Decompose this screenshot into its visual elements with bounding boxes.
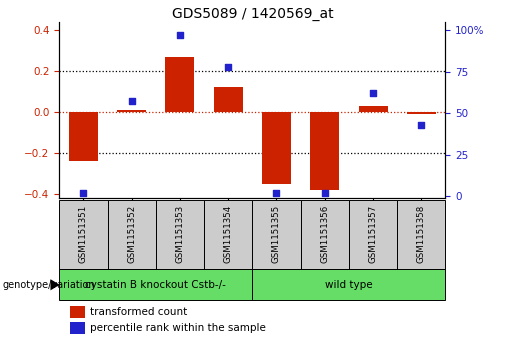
- Text: wild type: wild type: [325, 280, 373, 290]
- Text: GSM1151358: GSM1151358: [417, 204, 426, 263]
- Point: [321, 190, 329, 196]
- Text: GSM1151355: GSM1151355: [272, 204, 281, 263]
- Text: GSM1151353: GSM1151353: [176, 204, 184, 263]
- Bar: [397, 200, 445, 269]
- Text: transformed count: transformed count: [90, 307, 187, 317]
- Point: [79, 190, 88, 196]
- Point: [128, 99, 136, 105]
- Title: GDS5089 / 1420569_at: GDS5089 / 1420569_at: [171, 7, 333, 21]
- Bar: [252, 200, 301, 269]
- Text: cystatin B knockout Cstb-/-: cystatin B knockout Cstb-/-: [85, 280, 226, 290]
- Bar: [262, 112, 291, 184]
- Bar: [69, 112, 98, 161]
- Bar: [407, 112, 436, 114]
- Polygon shape: [50, 279, 60, 290]
- Bar: [165, 57, 194, 112]
- Text: GSM1151352: GSM1151352: [127, 204, 136, 263]
- Bar: [214, 87, 243, 112]
- Bar: [59, 200, 108, 269]
- Text: genotype/variation: genotype/variation: [3, 280, 95, 290]
- Text: percentile rank within the sample: percentile rank within the sample: [90, 323, 266, 333]
- Point: [369, 90, 377, 96]
- Bar: [117, 110, 146, 112]
- Text: GSM1151354: GSM1151354: [224, 204, 233, 263]
- Bar: [252, 269, 445, 300]
- Bar: [70, 322, 84, 334]
- Bar: [70, 306, 84, 318]
- Bar: [204, 200, 252, 269]
- Text: GSM1151356: GSM1151356: [320, 204, 329, 263]
- Point: [272, 190, 281, 196]
- Bar: [156, 200, 204, 269]
- Point: [224, 64, 232, 69]
- Text: GSM1151351: GSM1151351: [79, 204, 88, 263]
- Point: [176, 32, 184, 38]
- Bar: [301, 200, 349, 269]
- Point: [417, 122, 425, 128]
- Bar: [358, 106, 388, 112]
- Bar: [108, 200, 156, 269]
- Text: GSM1151357: GSM1151357: [369, 204, 377, 263]
- Bar: [59, 269, 252, 300]
- Bar: [310, 112, 339, 189]
- Bar: [349, 200, 397, 269]
